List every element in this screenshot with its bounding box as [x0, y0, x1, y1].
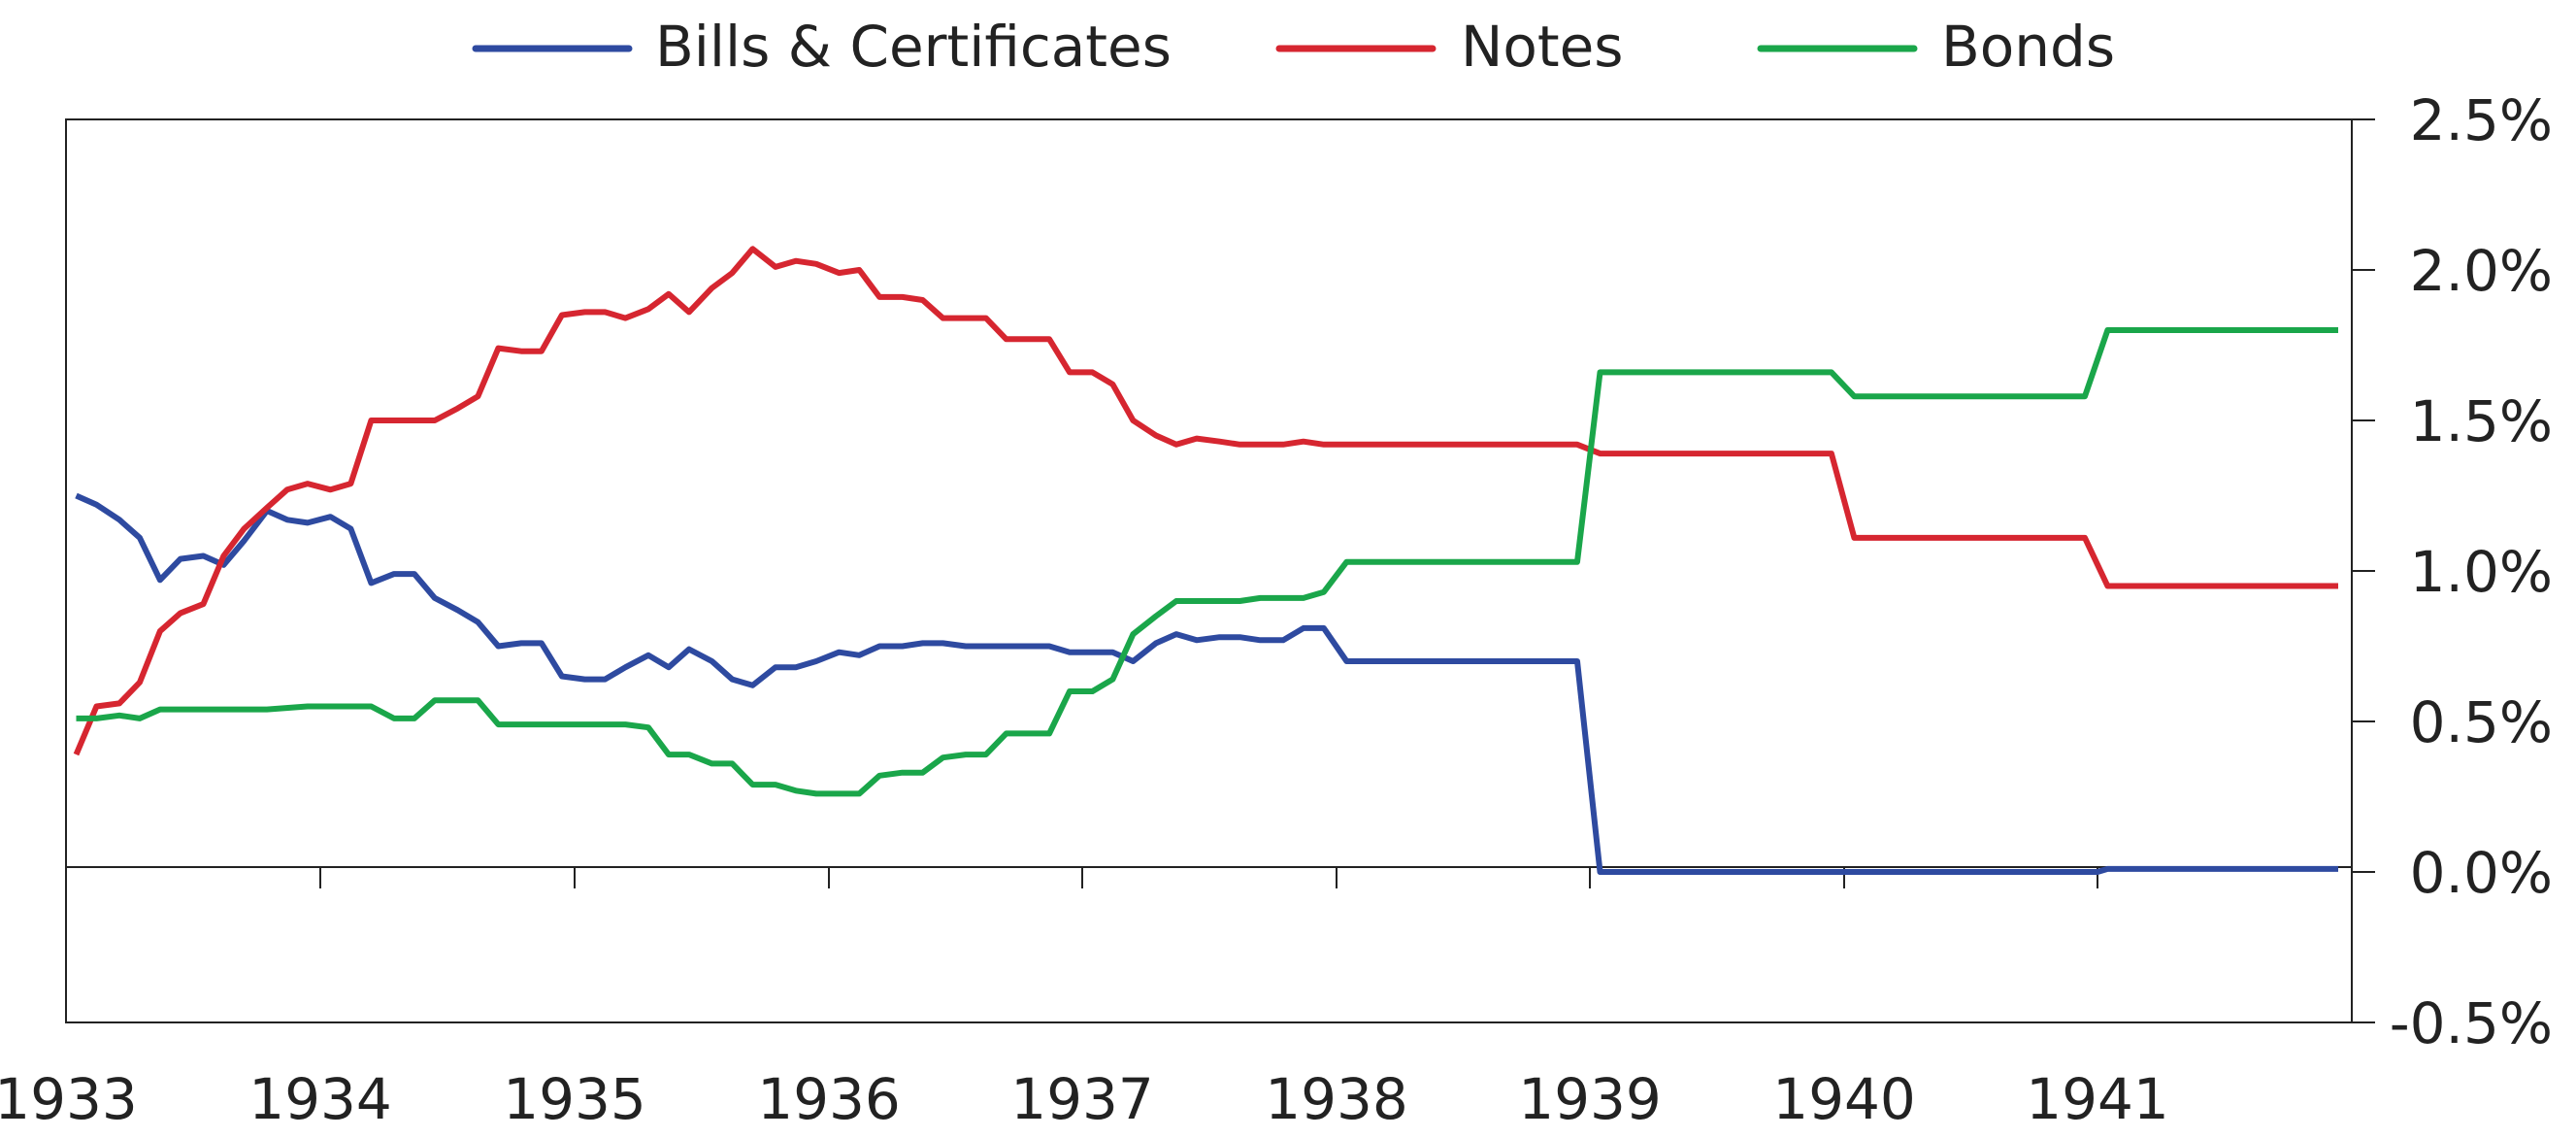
- x-tick-label: 1934: [248, 1066, 392, 1132]
- legend-label-notes: Notes: [1461, 14, 1624, 80]
- y-tick-label: 1.0%: [2410, 539, 2553, 605]
- x-axis: 1933 1934 1935 1936 1937 1938 1939 1940 1941: [0, 867, 2169, 1132]
- x-tick-label: 1937: [1010, 1066, 1154, 1132]
- x-tick-label: 1938: [1265, 1066, 1408, 1132]
- x-tick-label: 1935: [503, 1066, 646, 1132]
- plot-frame: [65, 118, 2353, 1023]
- legend-label-bills: Bills & Certificates: [655, 14, 1172, 80]
- legend-label-bonds: Bonds: [1941, 14, 2115, 80]
- y-tick-label: 1.5%: [2410, 388, 2553, 454]
- legend-item-bills: Bills & Certificates: [472, 14, 1172, 80]
- legend-item-notes: Notes: [1275, 14, 1624, 80]
- x-tick-label: 1933: [0, 1066, 138, 1132]
- series-line-bonds: [76, 327, 2338, 797]
- series-line-notes: [73, 246, 2338, 756]
- x-tick-label: 1940: [1772, 1066, 1916, 1132]
- x-tick-label: 1939: [1518, 1066, 1662, 1132]
- series-line-bills-certificates: [75, 492, 2338, 875]
- y-axis: 2.5% 2.0% 1.5% 1.0% 0.5% 0.0% -0.5%: [2352, 87, 2553, 1056]
- legend: Bills & Certificates Notes Bonds: [472, 14, 2115, 80]
- series-layer: [73, 246, 2338, 875]
- y-tick-label: 0.5%: [2410, 689, 2553, 755]
- y-tick-label: 2.0%: [2410, 238, 2553, 304]
- y-tick-label: 2.5%: [2410, 87, 2553, 153]
- y-tick-label: -0.5%: [2390, 990, 2553, 1056]
- x-tick-label: 1936: [757, 1066, 901, 1132]
- legend-item-bonds: Bonds: [1757, 14, 2115, 80]
- x-tick-label: 1941: [2026, 1066, 2169, 1132]
- y-tick-label: 0.0%: [2410, 840, 2553, 906]
